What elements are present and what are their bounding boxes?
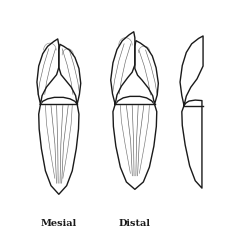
Polygon shape [113, 96, 157, 189]
Text: Distal: Distal [119, 219, 151, 228]
Polygon shape [37, 39, 59, 104]
Polygon shape [180, 36, 203, 105]
Polygon shape [135, 41, 158, 104]
Polygon shape [59, 44, 81, 104]
Text: Mesial: Mesial [41, 219, 77, 228]
Polygon shape [111, 32, 135, 104]
Polygon shape [39, 97, 79, 194]
Polygon shape [182, 100, 202, 188]
